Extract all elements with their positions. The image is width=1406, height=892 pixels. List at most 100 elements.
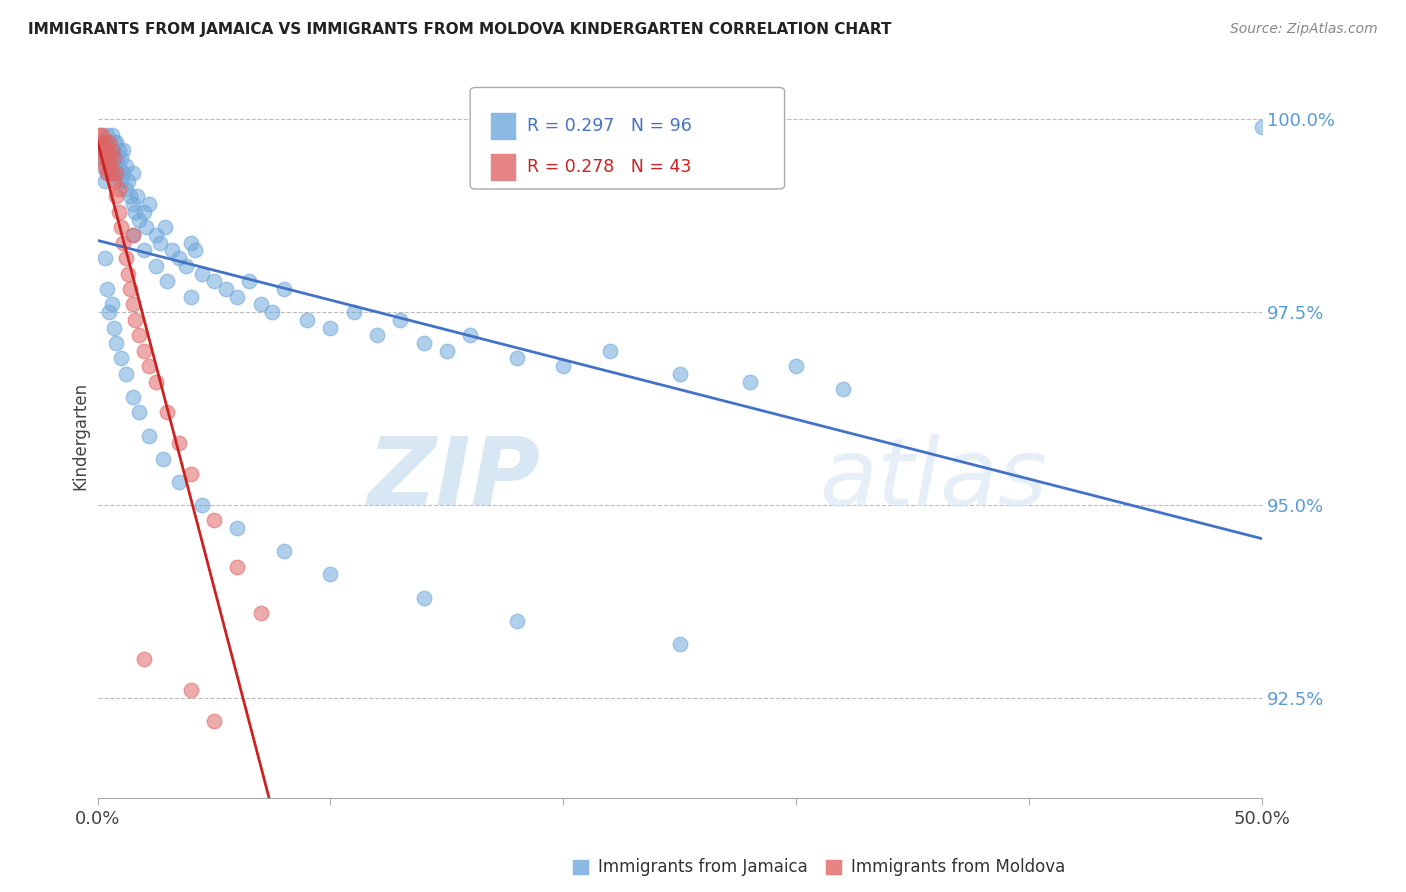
Point	[506, 351, 529, 366]
Point	[100, 151, 122, 165]
Point	[107, 204, 129, 219]
Point	[180, 683, 202, 698]
Point	[107, 182, 129, 196]
Point	[412, 591, 434, 605]
Point	[89, 143, 111, 157]
Point	[93, 151, 115, 165]
Point	[96, 143, 118, 157]
Point	[436, 343, 458, 358]
Point	[107, 159, 129, 173]
Point	[93, 159, 115, 173]
Point	[91, 136, 114, 150]
Point	[105, 166, 128, 180]
Point	[156, 274, 179, 288]
Point	[1251, 120, 1274, 134]
Point	[96, 166, 118, 180]
Point	[96, 166, 118, 180]
Point	[98, 159, 121, 173]
Point	[96, 128, 118, 142]
Point	[105, 166, 128, 180]
Point	[103, 143, 125, 157]
Point	[668, 367, 690, 381]
Point	[145, 259, 167, 273]
Point	[124, 313, 146, 327]
Point	[110, 220, 132, 235]
Point	[319, 567, 342, 582]
Point	[112, 235, 135, 250]
Point	[117, 267, 139, 281]
Point	[202, 274, 225, 288]
Point	[103, 174, 125, 188]
Point	[98, 136, 121, 150]
Point	[160, 244, 183, 258]
Point	[262, 305, 284, 319]
Point	[134, 204, 156, 219]
Point	[96, 282, 118, 296]
Point	[785, 359, 807, 373]
Point	[389, 313, 412, 327]
Point	[114, 159, 136, 173]
Point	[117, 174, 139, 188]
Point	[105, 136, 128, 150]
Point	[105, 151, 128, 165]
Point	[174, 259, 197, 273]
Text: Source: ZipAtlas.com: Source: ZipAtlas.com	[1230, 22, 1378, 37]
Point	[121, 227, 143, 242]
Point	[599, 343, 621, 358]
Point	[238, 274, 260, 288]
Point	[98, 305, 121, 319]
Point	[343, 305, 366, 319]
Point	[100, 143, 122, 157]
Point	[134, 652, 156, 666]
Point	[114, 367, 136, 381]
Point	[127, 189, 149, 203]
Point	[121, 227, 143, 242]
Point	[135, 220, 157, 235]
Point	[105, 189, 128, 203]
Point	[120, 282, 142, 296]
FancyBboxPatch shape	[470, 87, 785, 189]
Point	[100, 166, 122, 180]
Text: Immigrants from Jamaica: Immigrants from Jamaica	[598, 858, 807, 876]
Point	[96, 143, 118, 157]
Point	[180, 235, 202, 250]
Point	[167, 475, 190, 489]
Point	[121, 197, 143, 211]
Point	[180, 467, 202, 482]
Bar	[489, 112, 516, 140]
Point	[153, 220, 176, 235]
Text: ZIP: ZIP	[367, 434, 540, 525]
Point	[91, 151, 114, 165]
Point	[98, 136, 121, 150]
Point	[295, 313, 318, 327]
Point	[100, 143, 122, 157]
Point	[112, 143, 135, 157]
Point	[156, 405, 179, 419]
Point	[202, 714, 225, 728]
Point	[831, 382, 853, 396]
Point	[145, 227, 167, 242]
Point	[412, 336, 434, 351]
Bar	[489, 153, 516, 181]
Point	[121, 166, 143, 180]
Point	[110, 151, 132, 165]
Point	[138, 428, 160, 442]
Point	[145, 375, 167, 389]
Point	[93, 143, 115, 157]
Point	[93, 136, 115, 150]
Point	[91, 159, 114, 173]
Point	[134, 244, 156, 258]
Point	[100, 128, 122, 142]
Point	[121, 297, 143, 311]
Point	[668, 637, 690, 651]
Point	[226, 521, 249, 535]
Point	[506, 614, 529, 628]
Point	[105, 336, 128, 351]
Point	[120, 189, 142, 203]
Point	[553, 359, 575, 373]
Text: atlas: atlas	[820, 434, 1047, 524]
Point	[91, 128, 114, 142]
Point	[103, 320, 125, 334]
Point	[458, 328, 481, 343]
Point	[249, 606, 271, 620]
